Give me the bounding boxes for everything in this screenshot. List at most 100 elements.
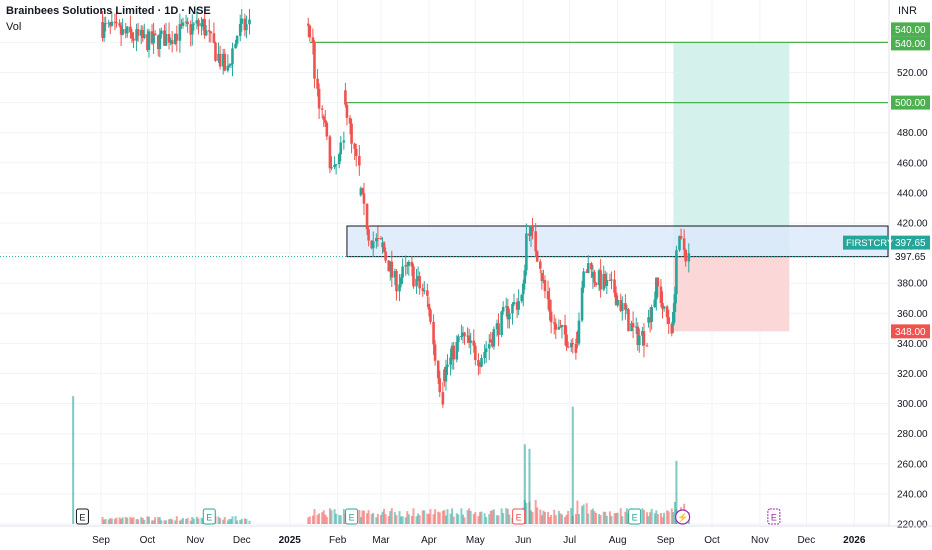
- candle-body: [412, 266, 415, 287]
- level-500-tag-text: 500.00: [895, 98, 926, 109]
- support-zone-rectangle[interactable]: [346, 225, 889, 258]
- candle-body: [388, 261, 392, 272]
- volume-bar: [565, 514, 568, 524]
- volume-bar: [126, 517, 129, 524]
- volume-bar: [158, 517, 161, 524]
- candle-body: [534, 231, 537, 252]
- candle-body: [653, 299, 657, 308]
- volume-bar: [168, 519, 171, 524]
- candle-body: [593, 271, 596, 283]
- candle-body: [200, 23, 203, 27]
- candle-body: [631, 323, 635, 328]
- volume-bar: [641, 508, 644, 524]
- volume-bar: [130, 518, 133, 524]
- candle-body: [421, 288, 425, 291]
- earnings-marker-2[interactable]: [345, 508, 359, 525]
- long-position-tool: [673, 42, 790, 332]
- candle-body: [209, 31, 213, 34]
- earnings-marker-3[interactable]: [512, 508, 526, 525]
- earnings-marker-0[interactable]: [75, 508, 89, 525]
- stop-zone[interactable]: [673, 256, 790, 332]
- volume-bar: [330, 510, 333, 524]
- candle-body: [223, 53, 227, 71]
- volume-bar: [160, 520, 163, 524]
- candle-body: [422, 290, 426, 292]
- volume-bar: [604, 511, 607, 524]
- candle-body: [480, 357, 483, 367]
- earnings-marker-4[interactable]: [628, 508, 642, 525]
- candle-body: [405, 265, 409, 267]
- candle-body: [492, 329, 496, 347]
- volume-bar: [200, 517, 203, 524]
- volume-bar: [367, 510, 370, 524]
- volume-bar: [547, 511, 550, 524]
- candle-body: [523, 270, 527, 284]
- volume-bar: [646, 512, 649, 524]
- symbol-tag: FIRSTCRY: [843, 235, 894, 250]
- candle-body: [344, 90, 347, 105]
- volume-bar: [375, 517, 378, 524]
- volume-bar: [415, 516, 418, 524]
- volume-indicator-label[interactable]: Vol: [6, 21, 22, 33]
- candle-body: [432, 321, 435, 345]
- candle-body: [160, 30, 163, 35]
- candle-body: [376, 238, 380, 240]
- candle-body: [436, 360, 440, 379]
- candle-body: [181, 22, 185, 26]
- candle-body: [115, 22, 118, 24]
- volume-bar: [219, 518, 222, 524]
- volume-bar: [427, 514, 430, 524]
- volume-bar: [137, 519, 140, 524]
- target-zone[interactable]: [673, 42, 790, 257]
- volume-bar: [472, 513, 475, 524]
- candle-body: [195, 20, 199, 24]
- dividend-marker[interactable]: [675, 509, 691, 525]
- volume-bar: [619, 508, 622, 524]
- candle-body: [678, 236, 681, 251]
- candle-body: [221, 53, 225, 67]
- volume-bar: [335, 513, 338, 524]
- time-axis-tick: Apr: [421, 535, 437, 546]
- last-price-tag-text: 397.65: [895, 238, 926, 249]
- volume-bar: [366, 513, 369, 524]
- volume-bar: [180, 519, 183, 524]
- volume-bar: [197, 518, 200, 524]
- candle-body: [398, 284, 401, 292]
- candle-body: [648, 317, 652, 323]
- candle-body: [472, 340, 476, 346]
- lightning-icon: ⚡: [677, 512, 688, 524]
- volume-bar: [135, 519, 138, 524]
- candle-body: [362, 193, 366, 204]
- candle-body: [163, 30, 166, 46]
- candle-body: [410, 261, 414, 267]
- earnings-marker-1[interactable]: [202, 508, 216, 525]
- volume-bar: [223, 517, 226, 524]
- volume-bar: [171, 519, 174, 524]
- candle-body: [665, 306, 669, 318]
- volume-bar: [120, 518, 123, 524]
- volume-bar: [581, 506, 584, 524]
- candle-body: [367, 229, 370, 241]
- level-540-tag-bg: [891, 22, 930, 37]
- candle-body: [152, 33, 155, 44]
- candle-body: [108, 22, 112, 26]
- candle-body: [110, 21, 114, 26]
- volume-bar: [324, 514, 327, 524]
- candle-body: [218, 53, 222, 67]
- candle-body: [679, 236, 683, 239]
- volume-bar: [663, 512, 666, 524]
- candle-body: [630, 323, 633, 332]
- candle-body: [427, 303, 431, 310]
- candle-body: [620, 303, 624, 311]
- candle-body: [313, 43, 316, 79]
- volume-bar: [339, 515, 342, 524]
- volume-bar: [248, 520, 251, 524]
- volume-spike: [675, 460, 678, 524]
- earnings-marker-5[interactable]: [767, 508, 781, 525]
- volume-bar: [667, 511, 670, 524]
- candle-body: [132, 38, 135, 41]
- candle-body: [334, 164, 338, 166]
- candle-body: [418, 276, 421, 289]
- volume-bar: [311, 515, 314, 524]
